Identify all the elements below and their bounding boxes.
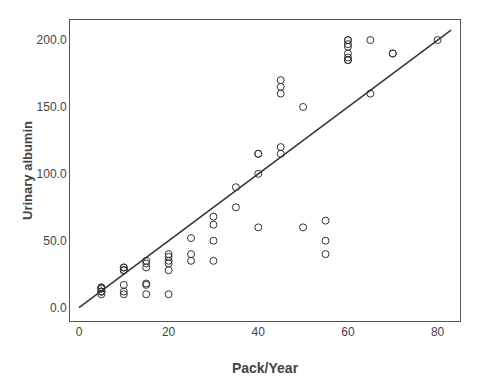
svg-text:200.0: 200.0 (37, 33, 67, 47)
svg-text:0: 0 (76, 325, 83, 339)
svg-text:60: 60 (341, 325, 355, 339)
svg-text:80: 80 (431, 325, 445, 339)
svg-text:Urinary albumin: Urinary albumin (20, 121, 35, 220)
svg-text:Pack/Year: Pack/Year (232, 360, 299, 376)
svg-text:40: 40 (252, 325, 266, 339)
svg-text:50.0: 50.0 (43, 234, 67, 248)
svg-text:150.0: 150.0 (37, 100, 67, 114)
svg-text:100.0: 100.0 (37, 167, 67, 181)
svg-text:20: 20 (162, 325, 176, 339)
svg-text:0.0: 0.0 (50, 301, 67, 315)
